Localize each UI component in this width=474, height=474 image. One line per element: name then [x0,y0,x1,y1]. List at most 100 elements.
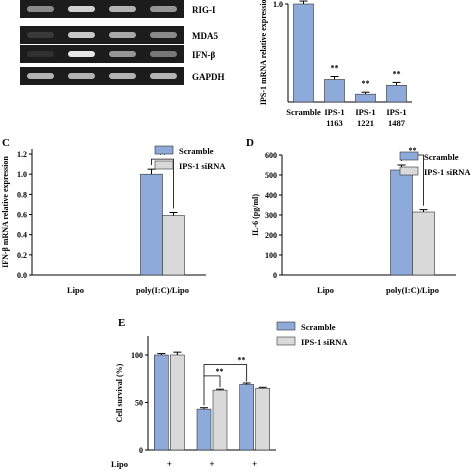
bar [170,354,185,451]
legend-label: IPS-1 siRNA [424,167,471,177]
bar [212,389,228,451]
bar [255,387,270,451]
gel-band [150,51,177,57]
y-tick-label: 100 [131,351,143,360]
gel-band [68,73,95,79]
x-tick-label: Lipo [317,285,334,295]
gel-band [27,51,54,57]
panel-b-chart: 1.0 IPS-1 mRNA relative expression Scrambl… [259,0,412,128]
significance-mark: ** [362,79,370,88]
y-tick-label: 400 [265,191,277,200]
y-tick-label: 600 [265,151,277,160]
x-tick-label: + [252,459,257,469]
y-axis-title: IFN-β mRNA relative expression [1,156,10,268]
legend-label: IPS-1 siRNA [301,337,348,347]
legend-swatch [399,166,419,176]
y-axis-title: Cell survival (%) [115,363,124,422]
y-tick-label: 200 [265,231,277,240]
y-tick-label: 50 [135,399,143,408]
y-axis-title: IL-6 (pg/ml) [251,194,260,236]
significance-mark: ** [159,150,167,159]
gel-band [27,6,54,12]
legend-swatch [399,151,419,161]
significance-mark: ** [393,69,401,78]
gel-band [68,6,95,12]
x-tick-label: IPS-1 [324,107,344,117]
bar [324,79,345,103]
legend-swatch [276,321,296,331]
gel-strip [20,0,184,18]
gel-band [150,32,177,38]
x-tick-label: IPS-1 [386,107,406,117]
significance-bracket [203,364,248,382]
gel-strip [20,45,184,63]
x-tick-label: + [167,459,172,469]
x-tick-label: 1163 [326,118,343,128]
gel-label: IFN-β [192,50,215,60]
y-tick-label: 500 [265,171,277,180]
gel-band [109,32,136,38]
y-tick-label: 0.0 [17,271,27,280]
significance-bracket [151,158,174,209]
bar [239,384,254,451]
gel-band [27,73,54,79]
x-tick-label: poly(I:C)/Lipo [386,285,439,295]
y-tick-label: 0.4 [17,231,27,240]
bar [412,211,435,276]
gel-strip [20,67,184,85]
y-tick-label: 100 [265,251,277,260]
y-tick-label: 1.0 [273,0,283,9]
bar [162,215,185,276]
y-tick-label: 0 [139,446,143,455]
legend-swatch [154,160,174,170]
x-tick-label: Lipo [67,285,84,295]
panel-label-e: E [118,317,125,329]
y-axis-title: IPS-1 mRNA relative expression [259,0,268,105]
y-tick-label: 0.8 [17,190,27,199]
gel-band [68,32,95,38]
gel-label: RIG-I [192,5,216,15]
significance-mark: ** [409,146,417,155]
panel-c-chart: 0.0 0.2 0.4 0.6 0.8 1.0 1.2 IFN-β mRNA relative… [1,145,226,295]
gel-strip [20,26,184,44]
x-tick-label: poly(I:C)/Lipo [136,285,189,295]
y-tick-label: 0.2 [17,251,27,260]
significance-mark: ** [237,356,245,365]
y-tick-label: 300 [265,211,277,220]
bar [386,85,407,103]
x-tick-label: + [209,459,214,469]
panel-d-chart: 0 100 200 300 400 500 600 IL-6 (pg/ml) Lipo poly(… [251,146,471,295]
x-tick-label: 1221 [357,118,374,128]
panel-label-d: D [246,137,254,149]
panel-label-c: C [2,137,10,149]
bar [293,3,314,103]
legend-label: IPS-1 siRNA [179,161,226,171]
x-tick-label: 1487 [388,118,406,128]
gel-band [150,73,177,79]
legend-swatch [276,336,296,346]
x-tick-label: Scramble [286,107,321,117]
y-tick-label: 0 [273,271,277,280]
significance-mark: ** [216,367,224,376]
y-tick-label: 1.0 [17,170,27,179]
significance-mark: ** [331,64,339,73]
x-tick-label: IPS-1 [355,107,375,117]
legend-swatch [154,145,174,155]
y-tick-label: 0.6 [17,211,27,220]
legend-label: Scramble [179,146,214,156]
gel-band [150,6,177,12]
y-tick-label: 1.2 [17,150,27,159]
gel-band [109,6,136,12]
gel-label: GAPDH [192,72,225,82]
bar [140,173,163,276]
gel-band [68,51,95,57]
bar [355,93,376,103]
bar [196,408,212,451]
row-label: Lipo [111,459,128,469]
gel-band [109,73,136,79]
panel-a-gels: RIG-I MDA5 IFN-β GAPDH [20,0,225,85]
legend-label: Scramble [424,152,459,162]
gel-band [27,32,54,38]
legend-label: Scramble [301,322,336,332]
